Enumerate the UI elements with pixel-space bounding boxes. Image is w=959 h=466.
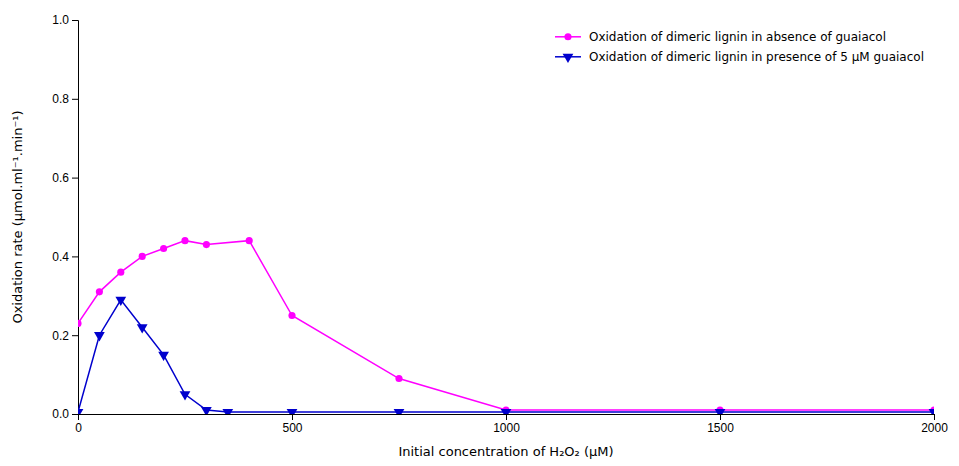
tick-mark	[72, 99, 78, 100]
tick-label: 0	[75, 421, 82, 435]
tick: 0.4	[52, 250, 78, 264]
marker	[180, 391, 191, 400]
tick-label: 500	[282, 421, 302, 435]
tick-label: 0.2	[52, 329, 69, 343]
tick-label: 1.0	[52, 13, 69, 27]
marker	[246, 237, 253, 244]
tick: 0.6	[52, 171, 78, 185]
tick-label: 0.0	[52, 407, 69, 421]
line	[78, 241, 934, 410]
marker	[96, 288, 103, 295]
marker	[117, 269, 124, 276]
tick: 1000	[493, 414, 520, 435]
series	[78, 237, 934, 414]
legend-label: Oxidation of dimeric lignin in absence o…	[589, 30, 886, 44]
tick: 1.0	[52, 13, 78, 27]
marker	[394, 409, 405, 414]
x-axis-title: Initial concentration of H₂O₂ (μM)	[398, 444, 613, 459]
marker	[181, 237, 188, 244]
plot: 0 500 1000 1500 2000 0.0 0.2 0.4 0.6 0.8 1.0 Initia…	[10, 13, 948, 459]
tick-label: 0.4	[52, 250, 69, 264]
marker	[715, 409, 726, 414]
marker	[287, 409, 298, 414]
tick-label: 0.6	[52, 171, 69, 185]
tick-mark	[72, 20, 78, 21]
tick: 2000	[921, 414, 948, 435]
line	[78, 300, 934, 412]
marker	[78, 320, 82, 327]
tick: 500	[282, 414, 302, 435]
tick-label: 0.8	[52, 92, 69, 106]
chart: 0 500 1000 1500 2000 0.0 0.2 0.4 0.6 0.8 1.0 Initia…	[0, 0, 959, 466]
legend-label: Oxidation of dimeric lignin in presence …	[589, 50, 924, 64]
tick-mark	[292, 414, 293, 420]
tick: 0.2	[52, 329, 78, 343]
marks	[78, 237, 934, 414]
marker	[78, 409, 83, 414]
marker	[929, 409, 934, 414]
y-axis: 0.0 0.2 0.4 0.6 0.8 1.0	[52, 13, 78, 421]
tick-mark	[506, 414, 507, 420]
marker	[139, 253, 146, 260]
marker	[158, 352, 169, 361]
x-axis: 0 500 1000 1500 2000	[75, 414, 948, 435]
axis-line	[72, 21, 79, 415]
marker	[160, 245, 167, 252]
tick: 1500	[707, 414, 734, 435]
tick-mark	[72, 335, 78, 336]
tick-label: 1000	[493, 421, 520, 435]
legend-marker	[563, 54, 574, 63]
marker	[137, 324, 148, 333]
y-axis-title: Oxidation rate (μmol.ml⁻¹.min⁻¹)	[10, 110, 25, 323]
series	[78, 297, 934, 414]
tick-mark	[720, 414, 721, 420]
axis-line	[79, 415, 935, 421]
tick-mark	[72, 256, 78, 257]
marker	[395, 375, 402, 382]
tick: 0	[75, 414, 82, 435]
tick: 0.8	[52, 92, 78, 106]
tick-mark	[934, 414, 935, 420]
tick-mark	[72, 178, 78, 179]
legend-marker	[564, 33, 571, 40]
tick-mark	[72, 414, 78, 415]
marker	[201, 407, 212, 414]
marker	[222, 409, 233, 414]
marker	[501, 409, 512, 414]
marker	[288, 312, 295, 319]
tick: 0.0	[52, 407, 78, 421]
marker	[94, 332, 105, 341]
marker	[203, 241, 210, 248]
marker	[115, 297, 126, 306]
tick-label: 1500	[707, 421, 734, 435]
tick-label: 2000	[921, 421, 948, 435]
legend-item: Oxidation of dimeric lignin in absence o…	[555, 30, 886, 44]
legend: Oxidation of dimeric lignin in absence o…	[555, 30, 924, 64]
legend-item: Oxidation of dimeric lignin in presence …	[555, 50, 924, 64]
